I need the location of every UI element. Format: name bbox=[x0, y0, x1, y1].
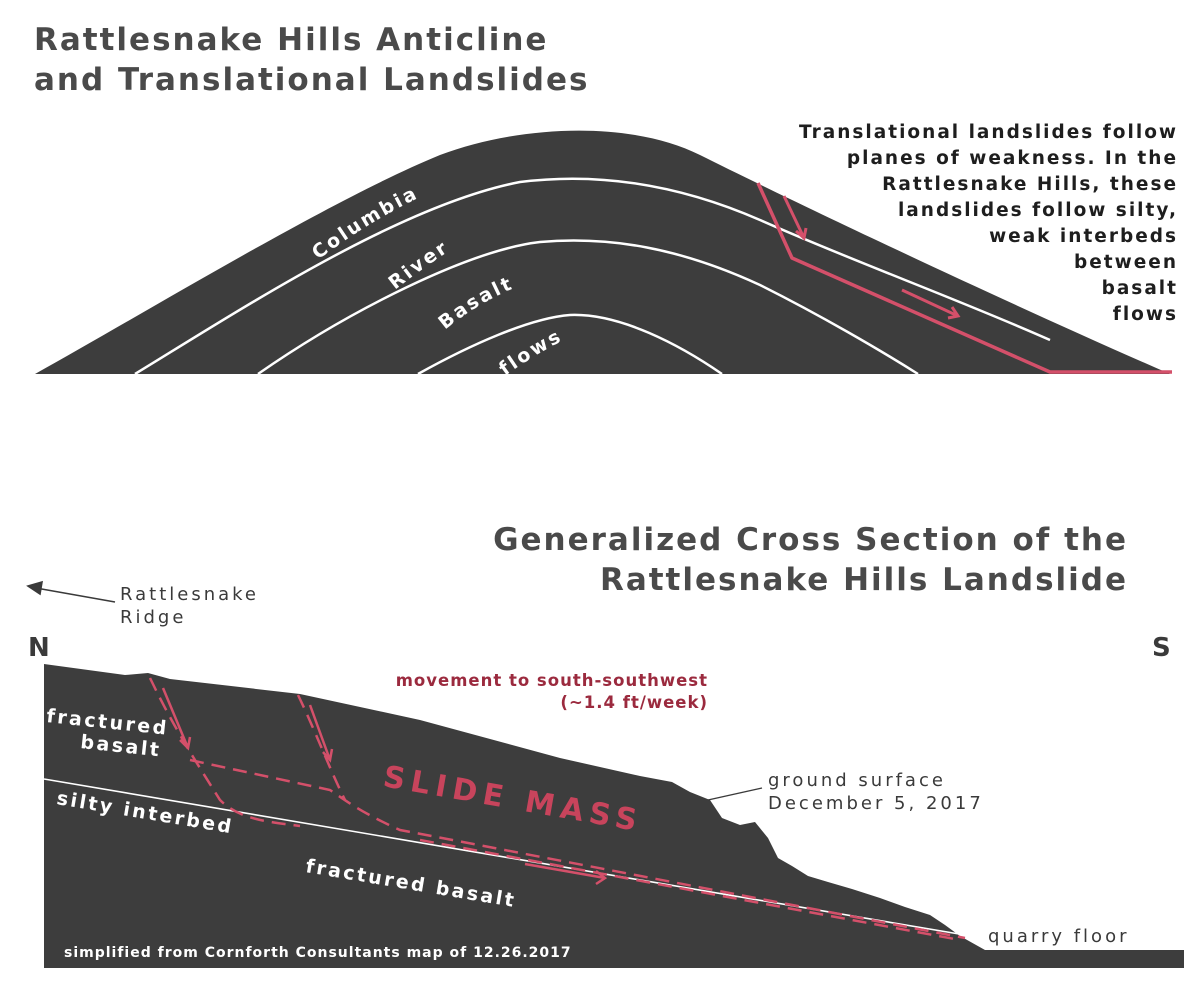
note-line: planes of weakness. In the bbox=[846, 148, 1178, 169]
slip-surface bbox=[148, 677, 301, 828]
ground-surface-label-line1: ground surface bbox=[768, 770, 946, 791]
anticline-title-line2: and Translational Landslides bbox=[34, 62, 590, 98]
slide-direction-arrow bbox=[901, 288, 961, 320]
movement-label-line1: movement to south-southwest bbox=[396, 671, 708, 690]
ground-surface-leader bbox=[707, 787, 763, 801]
basalt-layer-boundary bbox=[134, 177, 1051, 376]
north-label: N bbox=[28, 633, 50, 663]
note-line: flows bbox=[1112, 304, 1178, 325]
note-line: basalt bbox=[1101, 278, 1178, 299]
anticline-title-line1: Rattlesnake Hills Anticline bbox=[34, 22, 549, 58]
slip-surface bbox=[189, 758, 966, 940]
source-credit: simplified from Cornforth Consultants ma… bbox=[64, 945, 572, 961]
slip-surface bbox=[296, 694, 347, 801]
note-line: Rattlesnake Hills, these bbox=[882, 174, 1178, 195]
note-line: landslides follow silty, bbox=[897, 200, 1178, 221]
anticline-title: Rattlesnake Hills Anticline and Translat… bbox=[34, 20, 589, 100]
slip-surfaces bbox=[148, 677, 966, 942]
quarry-floor-label: quarry floor bbox=[988, 926, 1130, 947]
cross-section-title: Generalized Cross Section of the Rattles… bbox=[493, 520, 1128, 600]
ridge-direction-arrow bbox=[26, 580, 116, 603]
south-label: S bbox=[1152, 633, 1171, 663]
slide-direction-arrow bbox=[524, 862, 608, 886]
anticline-body bbox=[35, 130, 1170, 374]
landslide-explanation-note: Translational landslides follow planes o… bbox=[799, 120, 1178, 328]
ground-surface-label-line2: December 5, 2017 bbox=[768, 793, 984, 814]
slide-direction-arrow bbox=[308, 704, 334, 763]
cross-section-title-line2: Rattlesnake Hills Landslide bbox=[599, 562, 1128, 598]
slip-plane bbox=[756, 182, 1172, 374]
ridge-label-line1: Rattlesnake bbox=[120, 584, 259, 605]
basalt-layer-boundary bbox=[257, 239, 919, 376]
basalt-layer-boundary bbox=[417, 313, 723, 376]
anticline-diagram: Columbia River Basalt flows bbox=[35, 130, 1172, 380]
slide-direction-arrow bbox=[161, 687, 192, 751]
slide-direction-arrow bbox=[782, 195, 808, 241]
cross-section-body bbox=[44, 664, 1184, 968]
cross-section-title-line1: Generalized Cross Section of the bbox=[493, 522, 1128, 558]
note-line: Translational landslides follow bbox=[799, 122, 1178, 143]
note-line: weak interbeds bbox=[989, 226, 1178, 247]
cross-section-diagram: Rattlesnake Ridge N S movement to south bbox=[26, 580, 1184, 968]
movement-label-line2: (~1.4 ft/week) bbox=[560, 693, 708, 712]
note-line: between bbox=[1074, 252, 1178, 273]
slip-surface bbox=[419, 838, 961, 942]
ridge-label-line2: Ridge bbox=[120, 607, 186, 628]
